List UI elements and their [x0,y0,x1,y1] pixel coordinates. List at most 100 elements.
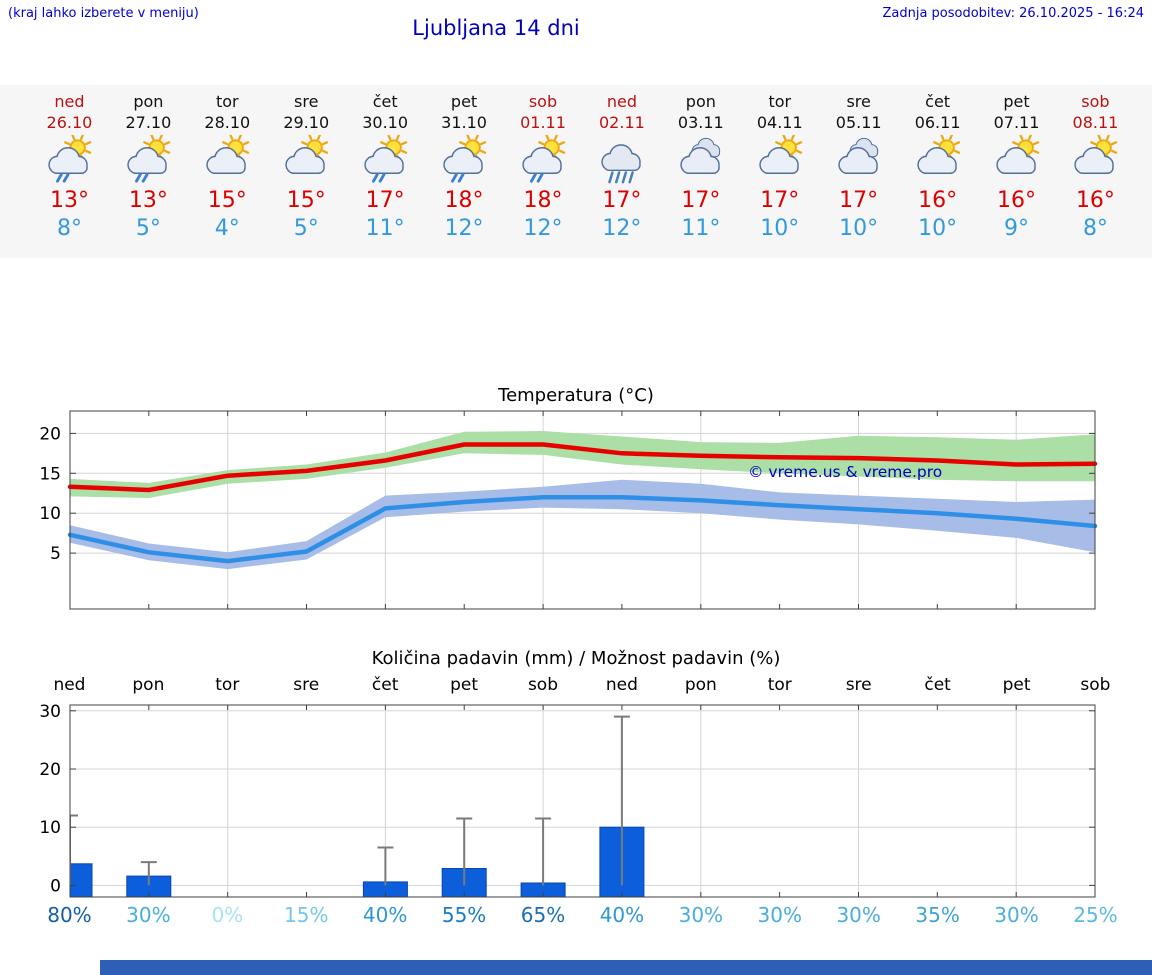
forecast-day-29.10[interactable]: sre 29.10 15° 5° [267,85,346,258]
forecast-strip: ned 26.10 13° 8° pon 27.10 13° 5° tor 28.10 15° 4… [0,85,1152,258]
forecast-day-02.11[interactable]: ned 02.11 17° 12° [582,85,661,258]
partly-cloudy-rain-icon [109,133,188,186]
day-date: 07.11 [993,113,1040,132]
forecast-day-01.11[interactable]: sob 01.11 18° 12° [504,85,583,258]
precip-day-label: čet [924,675,951,695]
precip-day-label: pet [450,675,479,695]
low-temp: 5° [293,216,319,241]
low-temp: 12° [523,216,563,241]
forecast-day-04.11[interactable]: tor 04.11 17° 10° [740,85,819,258]
low-temp: 5° [135,216,161,241]
day-date: 31.10 [441,113,487,132]
day-name: ned [54,92,85,111]
precip-bar [70,863,93,897]
temperature-chart: Temperatura (°C) 5 10 15 20 © vreme.us & vre… [0,383,1152,621]
day-name: pet [1003,92,1030,111]
svg-text:20: 20 [39,760,61,780]
partly-cloudy-rain-icon [504,133,583,186]
high-temp: 18° [444,188,484,213]
forecast-day-30.10[interactable]: čet 30.10 17° 11° [346,85,425,258]
day-name: tor [768,92,792,111]
precip-day-label: sob [1080,675,1111,695]
svg-text:10: 10 [39,504,61,524]
high-temp: 16° [1075,188,1115,213]
low-temp: 12° [444,216,484,241]
high-temp: 17° [365,188,405,213]
day-name: sre [294,92,319,111]
partly-cloudy-icon [898,133,977,186]
high-temp: 17° [839,188,879,213]
precip-probability: 40% [362,903,408,927]
high-temp: 17° [602,188,642,213]
precipitation-chart: Količina padavin (mm) / Možnost padavin … [0,646,1152,932]
day-date: 05.11 [835,113,882,132]
low-temp: 10° [839,216,879,241]
precip-probability: 30% [126,903,171,927]
precip-day-label: tor [215,675,240,695]
high-temp: 18° [523,188,563,213]
forecast-day-05.11[interactable]: sre 05.11 17° 10° [819,85,898,258]
day-name: pon [133,92,164,111]
precip-probability: 35% [915,903,960,927]
precip-day-label: tor [767,675,792,695]
precip-day-label: pon [684,675,717,695]
precip-probability: 30% [678,903,724,927]
day-date: 06.11 [914,113,961,132]
day-name: tor [215,92,239,111]
rain-icon [582,133,661,186]
day-name: pon [685,92,716,111]
day-date: 04.11 [756,113,803,132]
low-temp: 8° [1082,216,1108,241]
precip-probability: 30% [836,903,881,927]
day-date: 02.11 [599,113,645,132]
forecast-day-27.10[interactable]: pon 27.10 13° 5° [109,85,188,258]
precipitation-chart-title: Količina padavin (mm) / Možnost padavin … [371,648,781,669]
high-temp: 16° [918,188,958,213]
page-title: Ljubljana 14 dni [412,16,580,40]
low-temp: 9° [1004,216,1030,241]
forecast-day-28.10[interactable]: tor 28.10 15° 4° [188,85,267,258]
forecast-day-03.11[interactable]: pon 03.11 17° 11° [661,85,740,258]
low-temp: 10° [918,216,958,241]
low-temp: 12° [602,216,642,241]
partly-cloudy-rain-icon [425,133,504,186]
low-temp: 11° [365,216,405,241]
precip-day-label: sre [845,675,872,695]
forecast-day-08.11[interactable]: sob 08.11 16° 8° [1056,85,1135,258]
day-name: pet [450,92,478,111]
precip-day-label: pon [132,675,165,695]
forecast-day-31.10[interactable]: pet 31.10 18° 12° [425,85,504,258]
svg-text:15: 15 [39,464,61,484]
low-temp: 4° [214,216,240,241]
precip-probability: 65% [520,903,566,927]
precip-probability: 80% [47,903,92,927]
day-date: 29.10 [283,113,330,132]
svg-text:20: 20 [39,424,61,444]
precip-day-label: čet [371,675,399,695]
menu-hint: (kraj lahko izberete v meniju) [8,6,199,21]
day-date: 01.11 [520,113,566,132]
svg-text:5: 5 [50,544,61,564]
day-name: sob [1081,92,1110,111]
footer-bar [100,960,1152,975]
svg-text:10: 10 [39,818,61,838]
temperature-plot: 5 10 15 20 © vreme.us & vreme.pro [39,410,1098,610]
low-temp: 10° [760,216,800,241]
day-name: sob [528,92,558,111]
partly-cloudy-rain-icon [346,133,425,186]
cloudy-icon [661,133,740,186]
copyright-annotation: © vreme.us & vreme.pro [748,463,942,481]
precip-probability: 15% [284,903,329,927]
low-temp: 11° [681,216,721,241]
high-temp: 15° [207,188,247,213]
partly-cloudy-icon [740,133,819,186]
precip-probability-row: 80% 30% 0% 15% 40% 55% 65% 40% 30% 30% 30% 35% 30% 25… [0,900,1152,932]
partly-cloudy-icon [1056,133,1135,186]
forecast-day-26.10[interactable]: ned 26.10 13° 8° [30,85,109,258]
precip-day-label: ned [605,675,638,695]
precip-day-labels: ned pon tor sre čet pet sob ned pon tor sre čet pet s… [0,672,1152,700]
day-name: sre [846,92,871,111]
forecast-day-06.11[interactable]: čet 06.11 16° 10° [898,85,977,258]
forecast-day-07.11[interactable]: pet 07.11 16° 9° [977,85,1056,258]
